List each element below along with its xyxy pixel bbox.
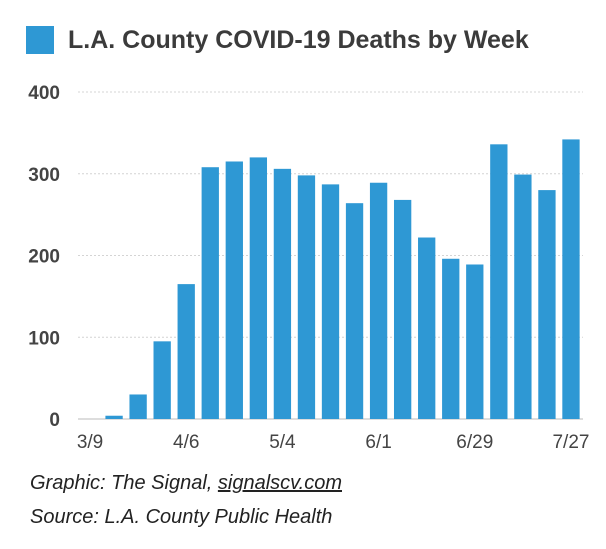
bar-2 bbox=[129, 394, 147, 419]
legend-swatch bbox=[26, 26, 54, 54]
chart-legend: L.A. County COVID-19 Deaths by Week bbox=[26, 24, 529, 56]
x-tick-label-2: 5/4 bbox=[269, 432, 296, 453]
bar-9 bbox=[297, 175, 316, 419]
bar-11 bbox=[345, 203, 364, 419]
bar-3 bbox=[153, 341, 171, 419]
graphic-credit: Graphic: The Signal, signalscv.com bbox=[30, 472, 342, 495]
bar-1 bbox=[105, 415, 123, 419]
bar-19 bbox=[538, 190, 556, 419]
bar-4 bbox=[177, 284, 195, 419]
legend-label: L.A. County COVID-19 Deaths by Week bbox=[68, 25, 529, 54]
bar-5 bbox=[201, 167, 219, 419]
x-tick-label-0: 3/9 bbox=[77, 432, 103, 453]
source-credit: Source: L.A. County Public Health bbox=[30, 506, 333, 528]
y-tick-label-2: 200 bbox=[28, 247, 60, 268]
x-tick-label-5: 7/27 bbox=[552, 432, 589, 453]
x-tick-label-4: 6/29 bbox=[456, 432, 493, 453]
x-tick-label-1: 4/6 bbox=[173, 432, 199, 453]
bar-6 bbox=[225, 161, 243, 420]
bar-13 bbox=[393, 199, 412, 419]
bar-12 bbox=[369, 182, 388, 419]
graphic-credit-prefix: Graphic: The Signal, bbox=[30, 472, 218, 494]
y-tick-label-4: 400 bbox=[28, 83, 60, 104]
x-tick-label-3: 6/1 bbox=[365, 432, 391, 453]
y-axis-tick-labels: 0 100 200 300 400 bbox=[28, 83, 60, 431]
bar-14 bbox=[418, 237, 436, 419]
x-axis-tick-labels: 3/9 4/6 5/4 6/1 6/29 7/27 bbox=[77, 432, 590, 453]
bar-7 bbox=[249, 157, 268, 419]
bar-18 bbox=[514, 174, 532, 419]
bar-10 bbox=[321, 184, 340, 419]
bar-16 bbox=[466, 264, 484, 419]
bar-8 bbox=[273, 168, 292, 419]
signal-website-link[interactable]: signalscv.com bbox=[217, 472, 342, 494]
y-tick-label-0: 0 bbox=[49, 410, 60, 431]
y-tick-label-1: 100 bbox=[28, 328, 60, 349]
bar-17 bbox=[490, 144, 508, 419]
bar-15 bbox=[442, 258, 460, 419]
chart-bars bbox=[105, 139, 580, 420]
bar-chart: 0 100 200 300 400 3/9 4/6 5/4 6/1 6/29 7/27 bbox=[28, 83, 590, 453]
y-tick-label-3: 300 bbox=[28, 165, 60, 186]
bar-20 bbox=[562, 139, 580, 420]
